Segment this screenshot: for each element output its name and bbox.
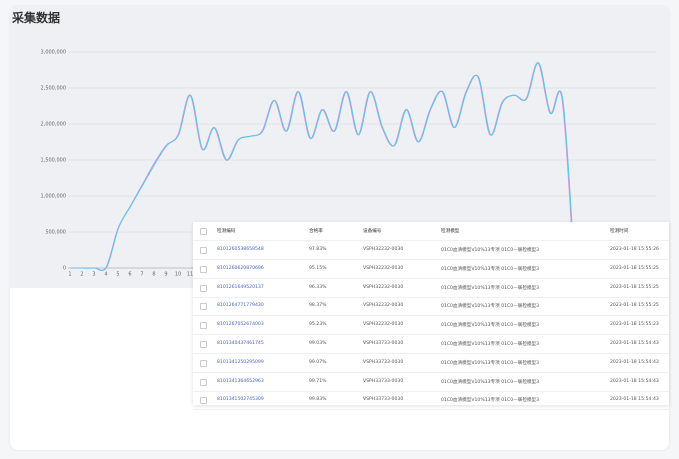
checkbox[interactable] [200, 359, 207, 367]
table-cell: VSPH33733-0030 [363, 397, 404, 403]
table-cell: 2023-01-18 15:54:43 [610, 359, 659, 365]
table-cell: 8101264771779430 [217, 303, 264, 309]
checkbox [200, 228, 207, 235]
x-tick-label: 2 [80, 272, 83, 278]
table-row: 8101264771779430 98.37% VSPH32232-0030 01C0… [193, 297, 669, 317]
table-cell: VSPH32232-0030 [363, 322, 404, 328]
checkbox[interactable] [200, 341, 207, 348]
x-tick-label: 3 [92, 272, 95, 278]
checkbox[interactable] [200, 378, 207, 386]
table-cell: 8101341502745309 [217, 397, 264, 403]
table-header: 检测编码 合格率 设备编号 检测模型 检测时间 [193, 222, 669, 241]
table-cell: 01C0血清模型V10%13专项 01C0—联检模型3 [441, 398, 540, 404]
table-cell: 01C0血清模型V10%13专项 01C0—联检模型3 [441, 248, 540, 253]
x-tick-label: 9 [164, 272, 167, 278]
table-cell: VSPH32232-0030 [363, 247, 404, 252]
y-tick-label: 1,500,000 [41, 158, 66, 164]
x-tick-label: 1 [68, 272, 71, 278]
page-title: 采集数据 [12, 11, 61, 25]
table-cell: VSPH33733-0030 [363, 359, 404, 365]
table-cell: 2023-01-18 15:55:23 [610, 322, 659, 328]
table-cell: 8101267052674003 [217, 322, 264, 328]
table-cell: 2023-01-18 15:55:25 [610, 284, 659, 290]
table-cell: 96.33% [309, 284, 327, 290]
column-header: 检测编码 [217, 229, 236, 234]
checkbox[interactable] [200, 265, 207, 273]
column-header: 检测时间 [610, 229, 629, 234]
table-row: 8101340437461745 99.03% VSPH33733-0030 01C0… [193, 335, 669, 354]
table-cell: 8101261649520137 [217, 284, 264, 290]
y-tick-label: 3,000,000 [41, 50, 66, 56]
column-header: 设备编号 [363, 229, 382, 234]
table-row: 8101260538658548 97.83% VSPH32232-0030 01C0… [193, 241, 669, 260]
x-tick-label: 5 [116, 272, 119, 278]
table-cell: 99.71% [309, 378, 327, 384]
table-cell: 95.23% [309, 322, 327, 328]
checkbox[interactable] [200, 247, 207, 254]
table-row: 8101341250295099 99.07% VSPH33733-0030 01C0… [193, 354, 669, 373]
table-cell: VSPH33733-0030 [363, 378, 404, 384]
table-cell: VSPH32232-0030 [363, 303, 404, 309]
table-cell: 2023-01-18 15:54:43 [610, 397, 659, 403]
table-cell: 01C0血清模型V10%13专项 01C0—联检模型3 [441, 342, 540, 347]
table-cell: 01C0血清模型V10%13专项 01C0—联检模型3 [441, 379, 540, 385]
table-cell: 01C0血清模型V10%13专项 01C0—联检模型3 [441, 285, 540, 291]
table-cell: 8101341364652963 [217, 378, 264, 384]
table-cell: 01C0血清模型V10%13专项 01C0—联检模型3 [441, 360, 540, 366]
x-tick-label: 11 [187, 272, 193, 278]
table-cell: VSPH33733-0030 [363, 341, 404, 346]
table-row: 8101267052674003 95.23% VSPH32232-0030 01C0… [193, 316, 669, 336]
x-tick-label: 10 [175, 272, 181, 278]
table-cell: 01C0血清模型V10%13专项 01C0—联检模型3 [441, 304, 540, 310]
column-header: 合格率 [309, 229, 323, 234]
table-cell: 99.03% [309, 341, 327, 346]
table-cell: 98.37% [309, 303, 327, 309]
table-cell: 97.83% [309, 247, 327, 252]
column-header: 检测模型 [441, 229, 460, 234]
table-cell: 2023-01-18 15:55:26 [610, 247, 659, 252]
checkbox[interactable] [200, 397, 207, 405]
data-table: 检测编码 合格率 设备编号 检测模型 检测时间 8101260538658548 97.83… [193, 222, 669, 411]
x-tick-label: 6 [128, 272, 131, 278]
table-cell: 99.83% [309, 397, 327, 403]
table-cell: 8101341250295099 [217, 359, 264, 365]
checkbox[interactable] [200, 284, 207, 292]
table-cell: 8101340437461745 [217, 341, 264, 346]
table-cell: 8101260538658548 [217, 247, 264, 252]
table-cell: 2023-01-18 15:55:25 [610, 265, 659, 271]
table-cell: VSPH32232-0030 [363, 265, 404, 271]
table-cell: 01C0血清模型V10%13专项 01C0—联检模型3 [441, 266, 540, 272]
table-row: 8101341364652963 99.71% VSPH33733-0030 01C0… [193, 373, 669, 392]
data-line [70, 62, 576, 271]
table-cell: 99.07% [309, 359, 327, 365]
table-row: 8101341502745309 99.83% VSPH33733-0030 01C0… [193, 391, 669, 411]
checkbox[interactable] [200, 322, 207, 330]
y-tick-label: 500,000 [45, 230, 66, 236]
y-tick-label: 2,500,000 [41, 86, 66, 92]
y-tick-label: 1,000,000 [41, 194, 66, 200]
x-tick-label: 7 [140, 272, 143, 278]
y-tick-label: 2,000,000 [41, 122, 66, 128]
table-cell: 2023-01-18 15:55:25 [610, 303, 659, 309]
table-cell: 2023-01-18 15:54:43 [610, 341, 659, 346]
table-row: 8101260620870696 95.15% VSPH32232-0030 01C0… [193, 260, 669, 279]
table-cell: 8101260620870696 [217, 265, 264, 271]
table-cell: 2023-01-18 15:54:43 [610, 378, 659, 384]
table-cell: 95.15% [309, 265, 327, 271]
y-tick-label: 0 [63, 266, 66, 272]
x-tick-label: 8 [152, 272, 155, 278]
table-cell: VSPH32232-0030 [363, 284, 404, 290]
table-cell: 01C0血清模型V10%13专项 01C0—联检模型3 [441, 323, 540, 329]
x-tick-label: 4 [104, 272, 107, 278]
table-row: 8101261649520137 96.33% VSPH32232-0030 01C0… [193, 279, 669, 298]
checkbox[interactable] [200, 303, 207, 311]
